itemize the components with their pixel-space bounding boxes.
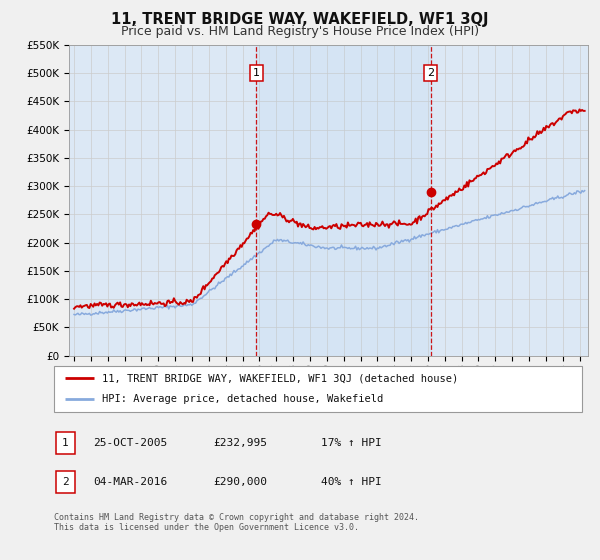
Text: 2: 2 <box>427 68 434 78</box>
Bar <box>56 471 75 493</box>
Text: This data is licensed under the Open Government Licence v3.0.: This data is licensed under the Open Gov… <box>54 523 359 532</box>
Text: 1: 1 <box>62 438 69 448</box>
Bar <box>256 45 431 356</box>
Text: 40% ↑ HPI: 40% ↑ HPI <box>321 477 382 487</box>
Text: Price paid vs. HM Land Registry's House Price Index (HPI): Price paid vs. HM Land Registry's House … <box>121 25 479 38</box>
Text: 17% ↑ HPI: 17% ↑ HPI <box>321 438 382 448</box>
Bar <box>56 432 75 454</box>
Text: 1: 1 <box>253 68 260 78</box>
Text: 11, TRENT BRIDGE WAY, WAKEFIELD, WF1 3QJ: 11, TRENT BRIDGE WAY, WAKEFIELD, WF1 3QJ <box>111 12 489 27</box>
Text: 2: 2 <box>62 477 69 487</box>
Text: £290,000: £290,000 <box>213 477 267 487</box>
Text: 25-OCT-2005: 25-OCT-2005 <box>93 438 167 448</box>
Text: 04-MAR-2016: 04-MAR-2016 <box>93 477 167 487</box>
Text: 11, TRENT BRIDGE WAY, WAKEFIELD, WF1 3QJ (detached house): 11, TRENT BRIDGE WAY, WAKEFIELD, WF1 3QJ… <box>101 373 458 383</box>
Text: Contains HM Land Registry data © Crown copyright and database right 2024.: Contains HM Land Registry data © Crown c… <box>54 513 419 522</box>
Text: £232,995: £232,995 <box>213 438 267 448</box>
Text: HPI: Average price, detached house, Wakefield: HPI: Average price, detached house, Wake… <box>101 394 383 404</box>
